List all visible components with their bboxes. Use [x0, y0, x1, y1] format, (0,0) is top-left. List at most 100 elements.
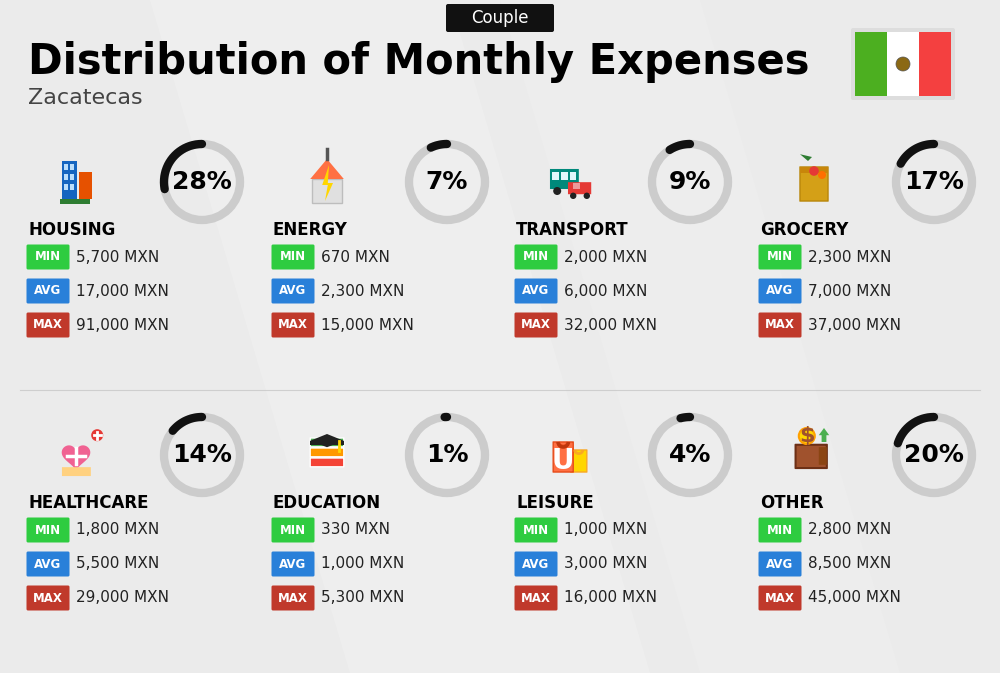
FancyBboxPatch shape [70, 174, 74, 180]
Text: MAX: MAX [278, 592, 308, 604]
Circle shape [584, 192, 590, 199]
Text: 1,000 MXN: 1,000 MXN [321, 557, 404, 571]
FancyBboxPatch shape [759, 586, 802, 610]
Text: TRANSPORT: TRANSPORT [516, 221, 629, 239]
Text: 28%: 28% [172, 170, 232, 194]
FancyBboxPatch shape [272, 244, 314, 269]
Circle shape [818, 171, 826, 179]
Text: 2,300 MXN: 2,300 MXN [321, 283, 404, 299]
FancyBboxPatch shape [312, 179, 342, 203]
Polygon shape [310, 434, 344, 447]
FancyBboxPatch shape [759, 518, 802, 542]
Text: MAX: MAX [521, 318, 551, 332]
FancyBboxPatch shape [514, 279, 558, 304]
FancyBboxPatch shape [573, 183, 580, 189]
FancyBboxPatch shape [570, 172, 576, 180]
FancyBboxPatch shape [64, 164, 68, 170]
FancyBboxPatch shape [26, 551, 70, 577]
Text: 7%: 7% [426, 170, 468, 194]
FancyBboxPatch shape [446, 4, 554, 32]
Text: 15,000 MXN: 15,000 MXN [321, 318, 414, 332]
FancyBboxPatch shape [561, 172, 568, 180]
Polygon shape [62, 446, 90, 471]
Text: MIN: MIN [35, 524, 61, 536]
FancyBboxPatch shape [568, 182, 591, 194]
Polygon shape [800, 154, 812, 161]
FancyBboxPatch shape [919, 32, 951, 96]
Text: 1,000 MXN: 1,000 MXN [564, 522, 647, 538]
Text: AVG: AVG [34, 557, 62, 571]
Text: LEISURE: LEISURE [516, 494, 594, 512]
Text: HOUSING: HOUSING [28, 221, 115, 239]
Text: AVG: AVG [279, 285, 307, 297]
Text: AVG: AVG [766, 285, 794, 297]
Circle shape [91, 429, 103, 441]
FancyBboxPatch shape [514, 586, 558, 610]
Text: U: U [552, 447, 574, 474]
Text: 6,000 MXN: 6,000 MXN [564, 283, 647, 299]
Circle shape [570, 192, 576, 199]
FancyBboxPatch shape [26, 279, 70, 304]
FancyBboxPatch shape [550, 169, 579, 189]
Text: MAX: MAX [765, 318, 795, 332]
FancyBboxPatch shape [60, 199, 90, 204]
Text: 29,000 MXN: 29,000 MXN [76, 590, 169, 606]
FancyBboxPatch shape [796, 445, 827, 468]
Text: AVG: AVG [766, 557, 794, 571]
Polygon shape [816, 153, 826, 163]
Circle shape [570, 187, 578, 195]
Polygon shape [310, 159, 344, 179]
Text: 5,500 MXN: 5,500 MXN [76, 557, 159, 571]
Text: Zacatecas: Zacatecas [28, 88, 143, 108]
Circle shape [799, 428, 815, 444]
Polygon shape [819, 428, 829, 442]
FancyBboxPatch shape [272, 312, 314, 337]
Text: AVG: AVG [34, 285, 62, 297]
FancyBboxPatch shape [272, 279, 314, 304]
Text: HEALTHCARE: HEALTHCARE [28, 494, 148, 512]
FancyBboxPatch shape [26, 518, 70, 542]
Text: EDUCATION: EDUCATION [273, 494, 381, 512]
Text: GROCERY: GROCERY [760, 221, 848, 239]
Polygon shape [500, 0, 900, 673]
Text: 16,000 MXN: 16,000 MXN [564, 590, 657, 606]
Text: 3,000 MXN: 3,000 MXN [564, 557, 647, 571]
FancyBboxPatch shape [759, 312, 802, 337]
Polygon shape [322, 165, 333, 201]
FancyBboxPatch shape [553, 442, 573, 472]
Text: 330 MXN: 330 MXN [321, 522, 390, 538]
FancyBboxPatch shape [272, 518, 314, 542]
FancyBboxPatch shape [514, 551, 558, 577]
Text: 1,800 MXN: 1,800 MXN [76, 522, 159, 538]
Text: 1%: 1% [426, 443, 468, 467]
Text: 45,000 MXN: 45,000 MXN [808, 590, 901, 606]
Circle shape [896, 57, 910, 71]
Text: 9%: 9% [669, 170, 711, 194]
Text: Couple: Couple [471, 9, 529, 27]
FancyBboxPatch shape [552, 172, 559, 180]
FancyBboxPatch shape [310, 441, 344, 445]
Text: OTHER: OTHER [760, 494, 824, 512]
Text: ENERGY: ENERGY [273, 221, 348, 239]
FancyBboxPatch shape [64, 184, 68, 190]
Text: 670 MXN: 670 MXN [321, 250, 390, 264]
FancyBboxPatch shape [800, 167, 828, 173]
Text: Distribution of Monthly Expenses: Distribution of Monthly Expenses [28, 41, 810, 83]
Text: MIN: MIN [767, 250, 793, 264]
FancyBboxPatch shape [26, 586, 70, 610]
Text: 17,000 MXN: 17,000 MXN [76, 283, 169, 299]
Text: MIN: MIN [280, 250, 306, 264]
Text: 5,700 MXN: 5,700 MXN [76, 250, 159, 264]
FancyBboxPatch shape [851, 28, 955, 100]
FancyBboxPatch shape [759, 551, 802, 577]
FancyBboxPatch shape [571, 450, 587, 472]
Text: $: $ [799, 426, 815, 446]
Text: MIN: MIN [35, 250, 61, 264]
Text: MIN: MIN [523, 250, 549, 264]
Text: AVG: AVG [279, 557, 307, 571]
Text: 2,300 MXN: 2,300 MXN [808, 250, 891, 264]
Text: 8,500 MXN: 8,500 MXN [808, 557, 891, 571]
FancyBboxPatch shape [70, 164, 74, 170]
FancyBboxPatch shape [514, 518, 558, 542]
Polygon shape [150, 0, 650, 673]
